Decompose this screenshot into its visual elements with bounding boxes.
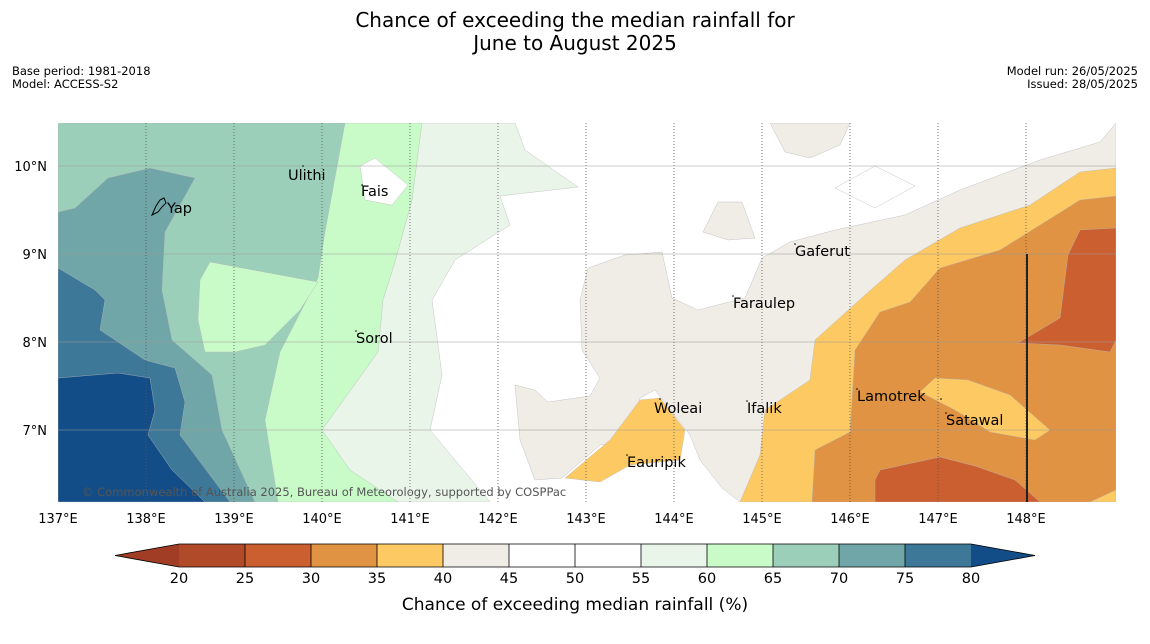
colorbar-tick: 65	[764, 571, 782, 587]
colorbar-segment-25-30	[245, 544, 311, 567]
colorbar-segment-20-25	[179, 544, 245, 567]
contour-60-65-island	[197, 261, 319, 353]
colorbar-under-arrow	[115, 544, 179, 567]
colorbar-segment-75-80	[905, 544, 971, 567]
place-satawal: Satawal	[946, 413, 1003, 429]
lon-tick: 138°E	[126, 512, 166, 527]
lon-tick: 137°E	[38, 512, 78, 527]
place-yap: Yap	[166, 201, 192, 217]
lon-tick: 141°E	[390, 512, 430, 527]
title-line-2: June to August 2025	[473, 31, 677, 55]
colorbar-segment-45-50	[509, 544, 575, 567]
place-sorol: Sorol	[356, 331, 393, 347]
colorbar-over-arrow	[971, 544, 1035, 567]
place-lamotrek: Lamotrek	[857, 389, 926, 405]
place-fais: Fais	[361, 184, 388, 200]
lon-tick: 140°E	[302, 512, 342, 527]
colorbar-segment-35-40	[377, 544, 443, 567]
contour-45-50-island-b	[359, 157, 409, 206]
place-faraulep: Faraulep	[733, 296, 795, 312]
rainfall-contour-map	[58, 123, 1116, 502]
place-labels: Ulithi Fais Yap Gaferut Faraulep Sorol L…	[166, 165, 1003, 471]
place-eauripik: Eauripik	[627, 455, 686, 471]
model-run-text: Model run: 26/05/2025	[1006, 64, 1138, 78]
lon-tick: 147°E	[918, 512, 958, 527]
lat-tick: 9°N	[23, 248, 48, 263]
colorbar-title: Chance of exceeding median rainfall (%)	[402, 595, 748, 615]
lat-tick: 10°N	[14, 160, 47, 175]
contour-25-30	[1017, 227, 1116, 353]
map-title: Chance of exceeding the median rainfall …	[0, 9, 1150, 55]
lat-tick: 8°N	[23, 336, 48, 351]
contour-40-45-patch-a	[769, 123, 851, 159]
colorbar-tick: 40	[434, 571, 452, 587]
colorbar-segment-70-75	[839, 544, 905, 567]
contour-25-30-south	[874, 456, 1041, 502]
latitude-tick-labels: 10°N 9°N 8°N 7°N	[14, 160, 47, 439]
colorbar-segment-55-60	[641, 544, 707, 567]
colorbar-tick: 80	[962, 571, 980, 587]
contour-over-80	[58, 372, 206, 502]
issued-text: Issued: 28/05/2025	[1027, 77, 1138, 91]
lon-tick: 139°E	[214, 512, 254, 527]
colorbar: 20 25 30 35 40 45 50 55 60 65 70 75 80 C…	[114, 543, 1036, 615]
colorbar-segment-65-70	[773, 544, 839, 567]
lon-tick: 145°E	[742, 512, 782, 527]
title-line-1: Chance of exceeding the median rainfall …	[355, 8, 795, 32]
place-woleai: Woleai	[654, 401, 702, 417]
colorbar-tick: 55	[632, 571, 650, 587]
lon-tick: 142°E	[478, 512, 518, 527]
colorbar-segment-50-55	[575, 544, 641, 567]
place-ifalik: Ifalik	[747, 401, 782, 417]
longitude-tick-labels: 137°E 138°E 139°E 140°E 141°E 142°E 143°…	[38, 512, 1046, 527]
colorbar-tick: 75	[896, 571, 914, 587]
lon-tick: 148°E	[1006, 512, 1046, 527]
place-ulithi: Ulithi	[288, 168, 326, 184]
colorbar-tick: 25	[236, 571, 254, 587]
colorbar-tick: 20	[170, 571, 188, 587]
lon-tick: 144°E	[654, 512, 694, 527]
place-gaferut: Gaferut	[795, 244, 850, 260]
lon-tick: 146°E	[830, 512, 870, 527]
colorbar-tick: 70	[830, 571, 848, 587]
colorbar-tick: 30	[302, 571, 320, 587]
contour-45-50-island	[834, 165, 916, 209]
colorbar-tick: 60	[698, 571, 716, 587]
lat-tick: 7°N	[23, 424, 48, 439]
yap-island-outline	[150, 197, 167, 217]
lon-tick: 143°E	[566, 512, 606, 527]
meta-right: Model run: 26/05/2025 Issued: 28/05/2025	[1007, 65, 1138, 91]
contour-40-45-patch-b	[702, 201, 756, 241]
model-text: Model: ACCESS-S2	[12, 77, 119, 91]
colorbar-segment-60-65	[707, 544, 773, 567]
colorbar-tick: 45	[500, 571, 518, 587]
colorbar-segment-30-35	[311, 544, 377, 567]
base-period-text: Base period: 1981-2018	[12, 64, 151, 78]
colorbar-tick: 35	[368, 571, 386, 587]
colorbar-tick: 50	[566, 571, 584, 587]
meta-left: Base period: 1981-2018 Model: ACCESS-S2	[12, 65, 151, 91]
colorbar-segment-40-45	[443, 544, 509, 567]
copyright-text: © Commonwealth of Australia 2025, Bureau…	[82, 485, 566, 499]
